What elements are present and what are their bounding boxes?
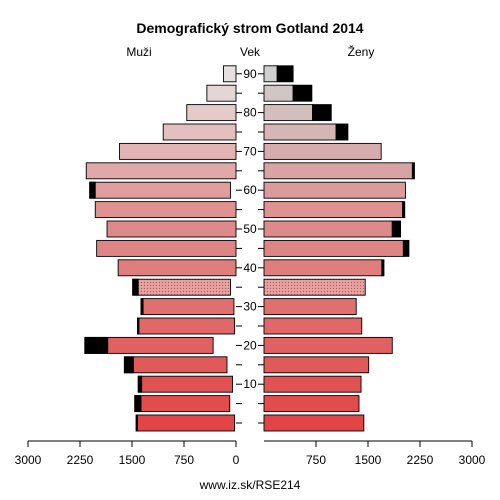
female-extra-bar-75-79 [335, 123, 349, 141]
female-bar-55-59 [263, 201, 404, 219]
male-bar-50-54 [106, 220, 237, 238]
female-bar-30-34 [263, 298, 357, 316]
male-extra-bar-30-34 [140, 298, 144, 316]
male-bar-35-39 [132, 278, 231, 296]
female-bar-75-79 [263, 123, 337, 141]
male-bar-90+ [223, 65, 237, 83]
x-tick-label: 750 [174, 453, 194, 467]
male-bar-55-59 [94, 201, 237, 219]
male-bar-30-34 [140, 298, 235, 316]
age-tick-label: 20 [243, 338, 257, 352]
female-bar-40-44 [263, 259, 383, 277]
female-bar-45-49 [263, 239, 404, 257]
male-extra-bar-0-4 [135, 414, 138, 432]
x-tick-label: 3000 [459, 453, 486, 467]
female-bar-0-4 [263, 414, 365, 432]
footer-url[interactable]: www.iz.sk/RSE214 [199, 478, 301, 492]
female-bar-65-69 [263, 162, 413, 180]
age-tick-label: 90 [243, 67, 257, 81]
female-bar-25-29 [263, 317, 363, 335]
male-bar-10-14 [137, 375, 233, 393]
female-bar-20-24 [263, 336, 393, 354]
female-bar-10-14 [263, 375, 362, 393]
male-extra-bar-25-29 [137, 317, 140, 335]
male-bar-75-79 [162, 123, 237, 141]
x-tick-label: 2250 [67, 453, 94, 467]
female-extra-bar-55-59 [402, 201, 406, 219]
age-tick-label: 30 [243, 300, 257, 314]
male-bar-65-69 [85, 162, 237, 180]
male-bar-5-9 [134, 395, 231, 413]
x-tick-label: 1500 [119, 453, 146, 467]
female-bar-80-84 [263, 104, 313, 122]
male-bar-45-49 [96, 239, 237, 257]
x-tick-label: 2250 [407, 453, 434, 467]
male-bar-0-4 [135, 414, 236, 432]
age-tick-label: 70 [243, 144, 257, 158]
female-bar-15-19 [263, 356, 370, 374]
female-extra-bar-90+ [276, 65, 294, 83]
age-tick-label: 60 [243, 183, 257, 197]
age-tick-label: 80 [243, 106, 257, 120]
female-bar-70-74 [263, 142, 382, 160]
chart-title: Demografický strom Gotland 2014 [136, 20, 363, 36]
male-bar-60-64 [89, 181, 231, 199]
female-extra-bar-65-69 [411, 162, 415, 180]
age-label: Vek [240, 45, 261, 59]
male-extra-bar-35-39 [132, 278, 139, 296]
male-extra-bar-5-9 [134, 395, 142, 413]
female-bar-90+ [263, 65, 278, 83]
female-bar-85-89 [263, 84, 294, 102]
female-extra-bar-50-54 [391, 220, 402, 238]
male-bar-40-44 [117, 259, 237, 277]
female-label: Ženy [348, 44, 375, 59]
female-extra-bar-40-44 [381, 259, 385, 277]
male-bar-85-89 [206, 84, 237, 102]
age-ticks-group: 10 20 30 40 50 60 70 80 90 [236, 67, 264, 424]
female-bar-5-9 [263, 395, 360, 413]
female-bar-35-39 [263, 278, 366, 296]
male-bar-15-19 [123, 356, 228, 374]
female-extra-bar-45-49 [402, 239, 410, 257]
male-bar-70-74 [119, 142, 237, 160]
bars-group [84, 65, 415, 432]
male-extra-bar-15-19 [123, 356, 134, 374]
female-extra-bar-85-89 [292, 84, 313, 102]
x-tick-label: 1500 [355, 453, 382, 467]
female-bar-60-64 [263, 181, 406, 199]
male-extra-bar-60-64 [89, 181, 96, 199]
male-bar-25-29 [137, 317, 236, 335]
female-bar-50-54 [263, 220, 393, 238]
male-label: Muži [126, 45, 151, 59]
male-bar-80-84 [186, 104, 237, 122]
age-tick-label: 50 [243, 222, 257, 236]
male-extra-bar-20-24 [84, 336, 109, 354]
x-tick-label: 0 [233, 453, 240, 467]
x-tick-label: 750 [306, 453, 326, 467]
male-extra-bar-10-14 [137, 375, 143, 393]
x-tick-label: 3000 [15, 453, 42, 467]
age-tick-label: 40 [243, 261, 257, 275]
female-extra-bar-80-84 [312, 104, 332, 122]
age-tick-label: 10 [243, 377, 257, 391]
x-axes-group: 3000 2250 1500 750 0 750 1500 2250 3000 [15, 440, 486, 467]
